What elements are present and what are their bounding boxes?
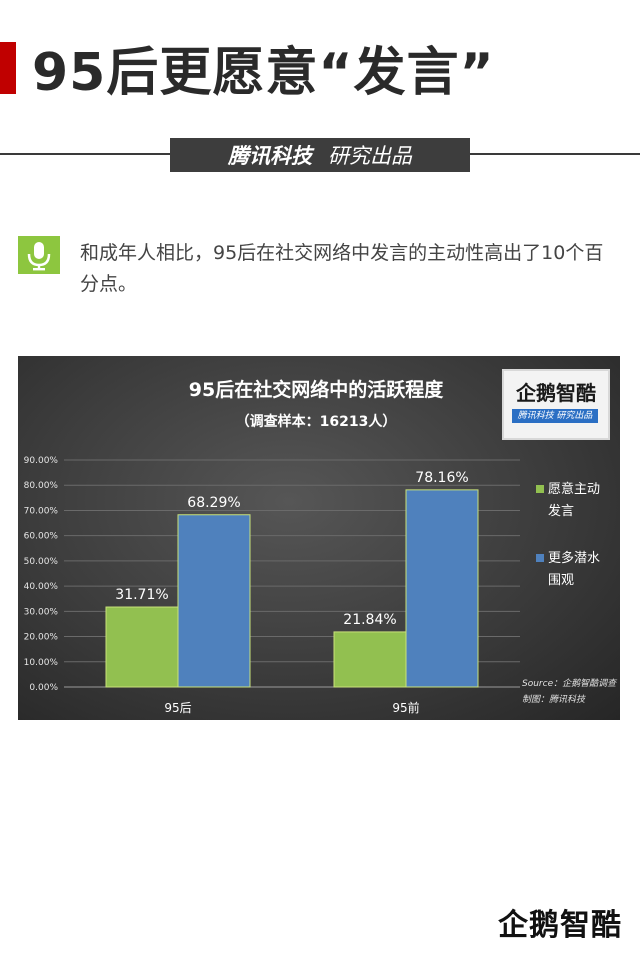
bar	[177, 514, 251, 688]
brand-tagline: 研究出品	[328, 144, 412, 168]
chart-panel: 95后在社交网络中的活跃程度 （调查样本：16213人） 0.00% 10.00% 20…	[18, 356, 620, 720]
x-tick-label: 95前	[392, 700, 419, 715]
bar-chart: 95后在社交网络中的活跃程度 （调查样本：16213人） 0.00% 10.00% 20…	[24, 378, 618, 715]
legend-swatch	[536, 485, 544, 493]
chart-title: 95后在社交网络中的活跃程度	[189, 378, 444, 401]
data-label: 78.16%	[415, 470, 468, 486]
y-tick-label: 70.00%	[24, 506, 59, 516]
chart-maker: 制图：腾讯科技	[522, 694, 586, 705]
data-label: 21.84%	[343, 612, 396, 628]
chart-source: Source：企鹅智酷调查	[522, 678, 618, 689]
bar	[333, 631, 407, 688]
y-tick-label: 0.00%	[29, 683, 58, 693]
brand-banner: 腾讯科技 研究出品	[170, 138, 470, 172]
y-tick-label: 40.00%	[24, 582, 59, 592]
data-label: 68.29%	[187, 495, 240, 511]
y-tick-label: 80.00%	[24, 481, 59, 491]
legend-swatch	[536, 554, 544, 562]
data-label: 31.71%	[115, 587, 168, 603]
y-tick-label: 20.00%	[24, 633, 59, 643]
chart-logo-sub: 腾讯科技 研究出品	[512, 409, 598, 423]
legend-label: 愿意主动发言	[548, 481, 600, 519]
y-tick-label: 10.00%	[24, 658, 59, 668]
accent-bar	[0, 42, 16, 94]
bar	[105, 606, 179, 688]
y-tick-label: 90.00%	[24, 456, 59, 466]
brand-name: 腾讯科技	[228, 144, 312, 168]
footer-logo: 企鹅智酷	[498, 908, 622, 943]
page-title: 95后更愿意“发言”	[32, 43, 495, 103]
x-tick-label: 95后	[164, 701, 191, 715]
chart-logo: 企鹅智酷 腾讯科技 研究出品	[502, 369, 610, 440]
chart-logo-name: 企鹅智酷	[516, 381, 596, 405]
chart-subtitle: （调查样本：16213人）	[236, 413, 397, 430]
microphone-icon	[18, 236, 60, 274]
intro-text: 和成年人相比，95后在社交网络中发言的主动性高出了10个百分点。	[80, 242, 604, 295]
legend-label: 更多潜水围观	[548, 550, 600, 588]
y-tick-label: 60.00%	[24, 532, 59, 542]
bar	[405, 489, 479, 688]
y-tick-label: 50.00%	[24, 557, 59, 567]
y-tick-label: 30.00%	[24, 607, 59, 617]
